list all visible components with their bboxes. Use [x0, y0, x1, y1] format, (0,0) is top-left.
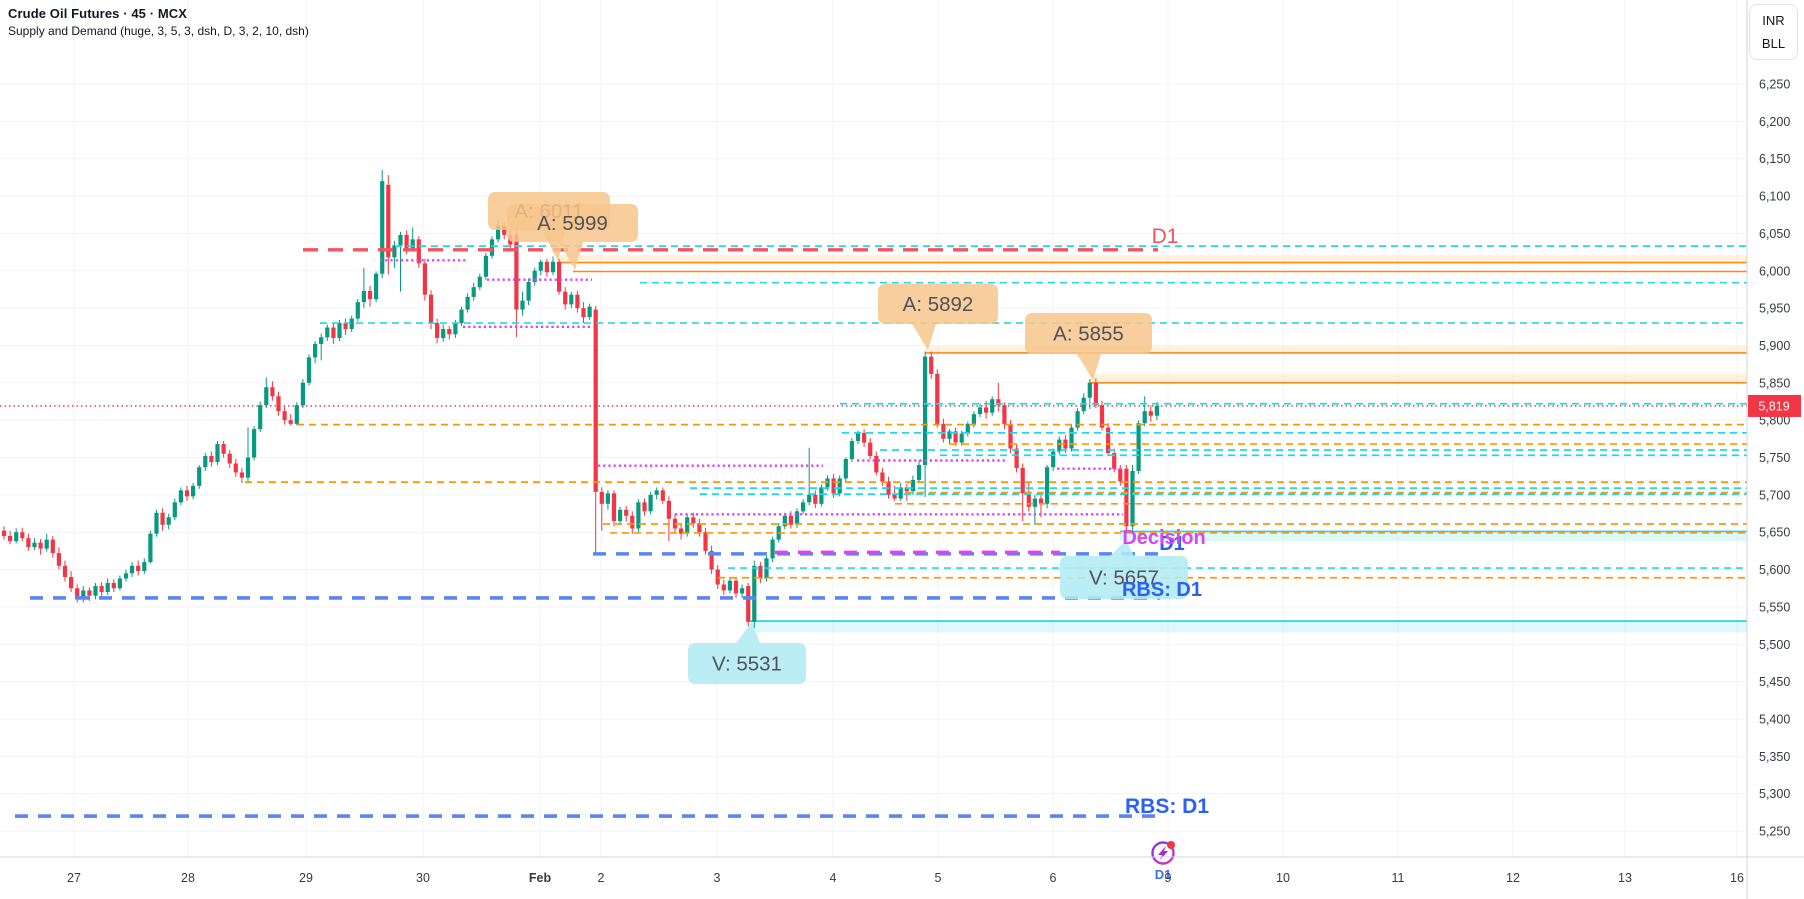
price-callout: A: 5999: [507, 204, 638, 270]
svg-text:6,100: 6,100: [1759, 190, 1790, 204]
svg-text:5,650: 5,650: [1759, 526, 1790, 540]
svg-text:5,300: 5,300: [1759, 787, 1790, 801]
svg-text:V: 5657: V: 5657: [1089, 567, 1159, 590]
svg-text:5,850: 5,850: [1759, 376, 1790, 390]
svg-text:A: 5892: A: 5892: [903, 293, 974, 316]
svg-text:V: 5531: V: 5531: [712, 653, 782, 676]
svg-text:A: 5999: A: 5999: [537, 212, 608, 235]
svg-text:5,350: 5,350: [1759, 750, 1790, 764]
svg-text:5,400: 5,400: [1759, 712, 1790, 726]
svg-text:28: 28: [181, 871, 195, 885]
zone-fill: [1090, 373, 1747, 383]
svg-text:9: 9: [1165, 871, 1172, 885]
svg-text:2: 2: [598, 871, 605, 885]
price-callout: V: 5531: [688, 622, 806, 684]
last-price-tag: 5,819: [1748, 394, 1801, 417]
svg-text:5,950: 5,950: [1759, 302, 1790, 316]
price-callout: A: 5892: [878, 284, 998, 350]
svg-text:6,050: 6,050: [1759, 227, 1790, 241]
time-axis[interactable]: 27 28 29 30 Feb 2 3 4 5 6 9 10 11 12 13 16: [67, 871, 1744, 885]
event-d1-fragment: D1: [1155, 867, 1172, 882]
svg-text:10: 10: [1276, 871, 1290, 885]
svg-text:5,450: 5,450: [1759, 675, 1790, 689]
currency-button[interactable]: INR: [1762, 13, 1785, 28]
svg-text:3: 3: [714, 871, 721, 885]
price-callout: V: 5657: [1060, 540, 1188, 599]
svg-text:5,500: 5,500: [1759, 638, 1790, 652]
svg-text:6,150: 6,150: [1759, 152, 1790, 166]
svg-text:13: 13: [1618, 871, 1632, 885]
svg-text:5,600: 5,600: [1759, 563, 1790, 577]
svg-text:27: 27: [67, 871, 81, 885]
rbs-d1-label-upper: RBS: D1: [1122, 579, 1202, 601]
svg-text:5,550: 5,550: [1759, 600, 1790, 614]
svg-text:5,800: 5,800: [1759, 414, 1790, 428]
candles: [1, 169, 1159, 628]
zone-fill: [558, 255, 1747, 263]
symbol-title[interactable]: Crude Oil Futures · 45 · MCX: [8, 6, 188, 21]
svg-text:29: 29: [299, 871, 313, 885]
rbs-d1-label-lower: RBS: D1: [1125, 795, 1209, 818]
svg-text:Feb: Feb: [529, 871, 552, 885]
hidden-rbs-d1-fragment: D1: [1159, 533, 1185, 555]
svg-text:12: 12: [1506, 871, 1520, 885]
indicator-title[interactable]: Supply and Demand (huge, 3, 5, 3, dsh, D…: [8, 24, 309, 38]
svg-text:5: 5: [935, 871, 942, 885]
svg-text:5,700: 5,700: [1759, 488, 1790, 502]
price-callout: A: 5855: [1025, 313, 1152, 380]
svg-text:6,250: 6,250: [1759, 78, 1790, 92]
svg-text:5,900: 5,900: [1759, 339, 1790, 353]
svg-text:5,750: 5,750: [1759, 451, 1790, 465]
zone-fill: [748, 621, 1747, 633]
price-axis[interactable]: 6,250 6,200 6,150 6,100 6,050 6,000 5,950 5,900…: [1748, 78, 1801, 839]
zone-fill: [1120, 531, 1747, 542]
svg-text:16: 16: [1730, 871, 1744, 885]
svg-text:5,819: 5,819: [1758, 399, 1789, 413]
svg-text:6,200: 6,200: [1759, 115, 1790, 129]
axis-unit-switcher: INR BLL: [1749, 4, 1798, 60]
svg-text:6,000: 6,000: [1759, 264, 1790, 278]
svg-text:5,250: 5,250: [1759, 825, 1790, 839]
d1-label: D1: [1152, 225, 1179, 248]
indicator-level-lines: [15, 245, 1747, 818]
svg-text:A: 5855: A: 5855: [1053, 323, 1124, 346]
svg-text:30: 30: [416, 871, 430, 885]
zone-fill: [925, 346, 1747, 353]
grid-lines: [0, 0, 1747, 857]
unit-button[interactable]: BLL: [1761, 36, 1786, 51]
svg-text:11: 11: [1392, 871, 1405, 885]
event-lightning-icon[interactable]: [1151, 841, 1176, 865]
svg-text:4: 4: [830, 871, 837, 885]
supply-demand-zones: [558, 255, 1747, 633]
chart-legend: Crude Oil Futures · 45 · MCX Supply and …: [8, 6, 309, 38]
decision-label: Decision: [1122, 527, 1205, 549]
svg-text:6: 6: [1050, 871, 1057, 885]
